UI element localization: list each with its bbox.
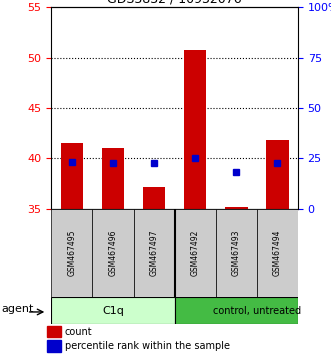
Text: GSM467494: GSM467494 <box>273 230 282 276</box>
Bar <box>216 209 257 297</box>
Bar <box>225 207 248 209</box>
Bar <box>133 209 175 297</box>
Text: GSM467493: GSM467493 <box>232 230 241 276</box>
Bar <box>47 341 61 352</box>
Bar <box>61 143 83 209</box>
Bar <box>175 209 216 297</box>
Text: GSM467495: GSM467495 <box>67 230 76 276</box>
Text: agent: agent <box>1 304 33 314</box>
Text: GSM467496: GSM467496 <box>109 230 118 276</box>
Bar <box>175 297 298 324</box>
Bar <box>92 209 133 297</box>
Text: count: count <box>65 327 93 337</box>
Bar <box>47 326 61 337</box>
Text: C1q: C1q <box>102 306 124 316</box>
Bar <box>51 209 92 297</box>
Text: GSM467497: GSM467497 <box>150 230 159 276</box>
Text: GSM467492: GSM467492 <box>191 230 200 276</box>
Text: control, untreated: control, untreated <box>213 306 301 316</box>
Bar <box>102 148 124 209</box>
Text: percentile rank within the sample: percentile rank within the sample <box>65 341 230 351</box>
Bar <box>143 187 166 209</box>
Bar <box>266 140 289 209</box>
Title: GDS3832 / 10932076: GDS3832 / 10932076 <box>107 0 242 6</box>
Bar <box>257 209 298 297</box>
Bar <box>184 51 207 209</box>
Bar <box>51 297 175 324</box>
